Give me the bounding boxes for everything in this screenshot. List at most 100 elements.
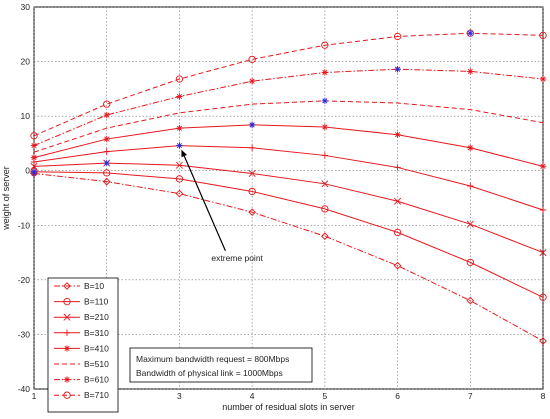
series-line xyxy=(33,162,544,254)
data-point xyxy=(103,135,110,143)
data-point xyxy=(175,189,184,198)
legend-item: B=210 xyxy=(54,312,109,322)
series-line xyxy=(33,32,544,137)
data-point xyxy=(393,261,402,270)
data-point xyxy=(248,187,256,196)
extreme-point-annotation: extreme point xyxy=(181,149,264,263)
series-b-710 xyxy=(30,29,547,140)
extreme-point-marker xyxy=(248,121,256,129)
extreme-point-arrow xyxy=(183,155,226,251)
info-box-frame xyxy=(129,347,313,383)
data-point xyxy=(248,208,256,217)
y-tick-label: -30 xyxy=(18,329,31,339)
series-b-510 xyxy=(33,97,544,153)
data-point xyxy=(321,123,329,131)
data-point xyxy=(248,55,256,64)
extreme-point-marker xyxy=(467,29,474,37)
y-tick-label: -20 xyxy=(18,275,31,285)
y-tick-label: -10 xyxy=(18,220,31,230)
legend-item: B=410 xyxy=(54,343,109,353)
y-axis-label: weight of server xyxy=(1,166,11,231)
legend-item: B=110 xyxy=(54,297,108,307)
data-point xyxy=(466,296,475,305)
data-point xyxy=(102,177,111,186)
x-tick-label: 6 xyxy=(395,391,400,401)
legend-label: B=410 xyxy=(84,343,109,353)
y-tick-label: 30 xyxy=(21,2,31,12)
data-point xyxy=(394,131,401,138)
extreme-point-label: extreme point xyxy=(211,253,263,263)
legend-item: B=10 xyxy=(54,281,104,291)
legend-marker xyxy=(63,282,71,290)
series-layer xyxy=(30,29,547,345)
data-point xyxy=(248,169,256,177)
x-tick-label: 4 xyxy=(250,391,255,401)
legend-item: B=510 xyxy=(54,359,109,369)
data-point xyxy=(103,169,111,177)
legend-item: B=310 xyxy=(54,328,109,338)
data-point xyxy=(176,93,183,100)
legend-label: B=310 xyxy=(84,328,109,338)
legend-label: B=510 xyxy=(84,359,109,369)
y-tick-label: 0 xyxy=(25,166,30,176)
series-line xyxy=(33,172,544,342)
series-line xyxy=(33,68,544,147)
series-line xyxy=(33,145,544,211)
data-point xyxy=(103,148,110,155)
data-point xyxy=(394,164,401,171)
series-b-210 xyxy=(30,159,547,257)
data-point xyxy=(539,337,547,345)
arrow-head-icon xyxy=(181,149,187,158)
legend-label: B=110 xyxy=(84,297,108,307)
data-point xyxy=(393,32,402,41)
legend-marker xyxy=(63,391,71,399)
legend-items: B=10 B=110 B=210 B=310 B=410 B=510 B=610 B=710 xyxy=(54,281,109,400)
data-point xyxy=(30,142,38,149)
x-tick-label: 3 xyxy=(177,391,182,401)
x-tick-label: 7 xyxy=(468,391,473,401)
x-axis-label: number of residual slots in server xyxy=(222,402,355,412)
extreme-point-marker xyxy=(321,97,329,105)
info-box-line-2: Bandwidth of physical link = 1000Mbps xyxy=(136,368,283,378)
data-point xyxy=(539,75,547,83)
x-tick-label: 5 xyxy=(322,391,327,401)
legend-box xyxy=(47,277,119,413)
extreme-point-marker xyxy=(30,168,38,176)
data-point xyxy=(539,163,547,170)
legend-label: B=610 xyxy=(84,375,109,385)
data-point xyxy=(248,78,256,85)
data-point xyxy=(248,144,256,151)
series-b-110 xyxy=(30,168,547,301)
data-point xyxy=(539,206,547,214)
data-point xyxy=(467,68,474,75)
x-tick-label: 1 xyxy=(32,391,37,401)
data-point xyxy=(539,31,547,40)
extreme-point-marker xyxy=(394,66,401,73)
series-line xyxy=(33,171,544,298)
series-b-310 xyxy=(30,142,547,214)
data-point xyxy=(175,75,184,83)
legend-item: B=710 xyxy=(54,390,109,400)
legend-marker xyxy=(63,345,71,352)
series-b-410 xyxy=(30,121,547,170)
legend-marker xyxy=(63,329,71,336)
data-point xyxy=(103,111,110,119)
x-tick-label: 8 xyxy=(541,391,546,401)
legend-marker xyxy=(63,376,71,383)
data-point xyxy=(394,197,402,205)
extreme-point-marker xyxy=(103,159,110,167)
data-point xyxy=(466,220,474,228)
data-point xyxy=(175,161,183,169)
data-point xyxy=(539,249,547,257)
data-point xyxy=(175,175,184,183)
data-point xyxy=(30,154,38,161)
y-axis-ticks: -40 -30 -20 -10 0 10 20 30 xyxy=(18,2,31,394)
data-point xyxy=(30,132,38,140)
data-point xyxy=(321,180,329,188)
data-point xyxy=(321,41,329,49)
legend-item: B=610 xyxy=(54,375,109,385)
info-box-line-1: Maximum bandwidth request = 800Mbps xyxy=(136,354,289,364)
data-point xyxy=(467,144,474,151)
series-line xyxy=(33,100,544,153)
data-point xyxy=(393,228,402,237)
